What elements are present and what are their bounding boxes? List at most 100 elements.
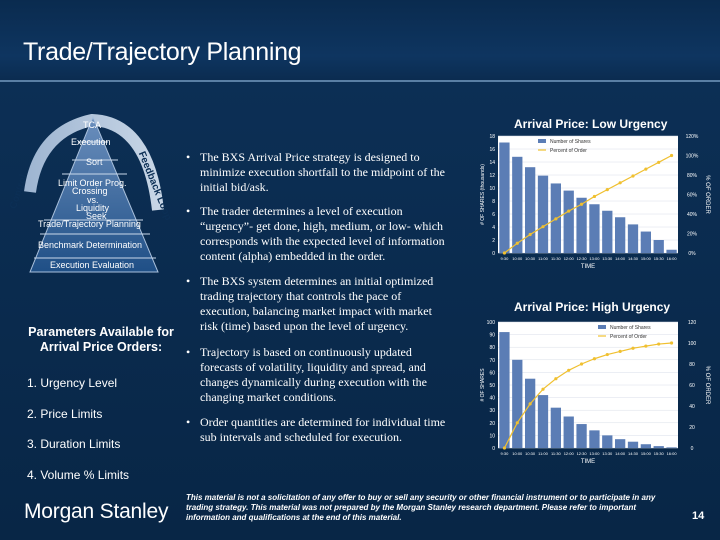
y2-tick-label: 80% — [687, 173, 698, 179]
chart-title-high: Arrival Price: High Urgency — [514, 300, 671, 314]
y2-tick-label: 60% — [687, 193, 698, 199]
data-point — [567, 368, 571, 372]
x-tick-label: 15:30 — [654, 451, 665, 456]
bar — [563, 190, 574, 253]
pyramid-graphic — [24, 113, 164, 273]
y-tick-label: 100 — [487, 320, 496, 326]
bar — [576, 424, 587, 448]
pyramid-level-vs: vs. — [87, 195, 99, 205]
bar — [550, 407, 561, 448]
legend-swatch-bars — [598, 325, 606, 329]
page-title: Trade/Trajectory Planning — [23, 38, 302, 66]
y-tick-label: 70 — [489, 358, 495, 364]
legend-swatch-bars — [538, 139, 546, 143]
data-point — [631, 174, 635, 178]
data-point — [669, 341, 674, 345]
x-tick-label: 9:30 — [501, 451, 510, 456]
pyramid-level-sort: Sort — [86, 157, 103, 167]
bar — [563, 416, 574, 448]
header-rule — [0, 80, 720, 82]
bar — [576, 197, 587, 253]
data-point — [669, 153, 674, 158]
pyramid-level-benchmark: Benchmark Determination — [38, 240, 143, 250]
x-tick-label: 10:00 — [512, 451, 523, 456]
legend-label: Number of Shares — [550, 139, 591, 145]
pyramid-level-crossing: Crossing — [72, 186, 108, 196]
x-tick-label: 13:30 — [602, 451, 613, 456]
morgan-stanley-logo: Morgan Stanley — [24, 500, 169, 523]
data-point — [592, 357, 597, 361]
x-tick-label: 14:30 — [628, 451, 639, 456]
y-tick-label: 0 — [492, 251, 495, 257]
data-point — [631, 346, 635, 350]
x-axis-label: TIME — [581, 459, 595, 465]
bar — [537, 175, 549, 253]
bar — [525, 167, 536, 253]
y2-tick-label: 20 — [689, 425, 695, 431]
data-point — [579, 362, 584, 366]
y2-tick-label: 60 — [689, 383, 695, 389]
bullet-item: Trajectory is based on continuously upda… — [186, 345, 451, 405]
pyramid-level-trajectory: Trade/Trajectory Planning — [38, 219, 141, 229]
y-tick-label: 14 — [489, 160, 495, 166]
y2-tick-label: 80 — [689, 362, 695, 368]
process-pyramid: TCA Execution Sort Limit Order Prog. Cro… — [0, 82, 200, 372]
y-tick-label: 12 — [489, 173, 495, 179]
series-line — [503, 342, 672, 449]
x-tick-label: 13:30 — [602, 256, 613, 261]
data-point — [592, 194, 597, 199]
bar — [653, 240, 664, 253]
bar — [512, 359, 523, 448]
x-tick-label: 12:00 — [564, 256, 575, 261]
bar — [627, 224, 639, 253]
data-point — [567, 209, 571, 213]
bar — [525, 378, 536, 448]
y2-tick-label: 40 — [689, 404, 695, 410]
parameters-panel: Parameters Available for Arrival Price O… — [26, 325, 176, 355]
data-point — [644, 344, 648, 348]
pyramid-level-limit-order: Limit Order Prog. — [58, 178, 127, 188]
data-point — [541, 225, 545, 229]
y2-tick-label: 0% — [688, 251, 696, 257]
pyramid-level-execution: Execution — [71, 137, 111, 147]
data-point — [618, 181, 622, 185]
x-tick-label: 12:00 — [564, 451, 575, 456]
param-item-duration: 3. Duration Limits — [27, 437, 121, 451]
pyramid-level-liquidity: Liquidity — [76, 203, 110, 213]
y2-tick-label: 100 — [688, 341, 697, 347]
data-point — [605, 188, 609, 192]
y-tick-label: 90 — [489, 333, 495, 339]
x-tick-label: 14:00 — [615, 256, 626, 261]
x-tick-label: 10:30 — [525, 256, 536, 261]
data-point — [528, 232, 532, 237]
chart-high-urgency: 0 10 20 30 40 50 60 70 80 90 100 0 20 40 60 80 100 120 9:3… — [480, 320, 710, 465]
bar — [640, 231, 651, 253]
y2-tick-label: 0 — [691, 446, 694, 452]
y2-tick-label: 100% — [686, 154, 699, 160]
data-point — [605, 352, 609, 357]
x-tick-label: 14:30 — [628, 256, 639, 261]
x-tick-label: 16:00 — [667, 451, 678, 456]
x-tick-label: 14:00 — [615, 451, 626, 456]
param-item-volume: 4. Volume % Limits — [27, 468, 130, 482]
pyramid-level-seek: Seek — [86, 211, 107, 221]
x-tick-label: 10:30 — [525, 451, 536, 456]
data-point — [554, 377, 558, 381]
bar — [666, 249, 677, 253]
bar — [602, 210, 613, 253]
y2-tick-label: 40% — [687, 212, 698, 218]
bar — [653, 446, 664, 448]
x-tick-label: 13:00 — [589, 256, 600, 261]
bullet-item: The BXS Arrival Price strategy is design… — [186, 150, 451, 195]
y-tick-label: 30 — [489, 408, 495, 414]
x-tick-label: 9:30 — [501, 256, 510, 261]
y-tick-label: 60 — [489, 370, 495, 376]
y2-axis-label: % OF ORDER — [704, 366, 710, 405]
x-tick-label: 10:00 — [512, 256, 523, 261]
data-point — [502, 446, 507, 450]
pyramid-level-evaluation: Execution Evaluation — [50, 260, 135, 270]
data-point — [657, 160, 661, 164]
y-tick-label: 6 — [492, 212, 495, 218]
bar — [537, 395, 549, 448]
x-tick-label: 15:30 — [654, 256, 665, 261]
